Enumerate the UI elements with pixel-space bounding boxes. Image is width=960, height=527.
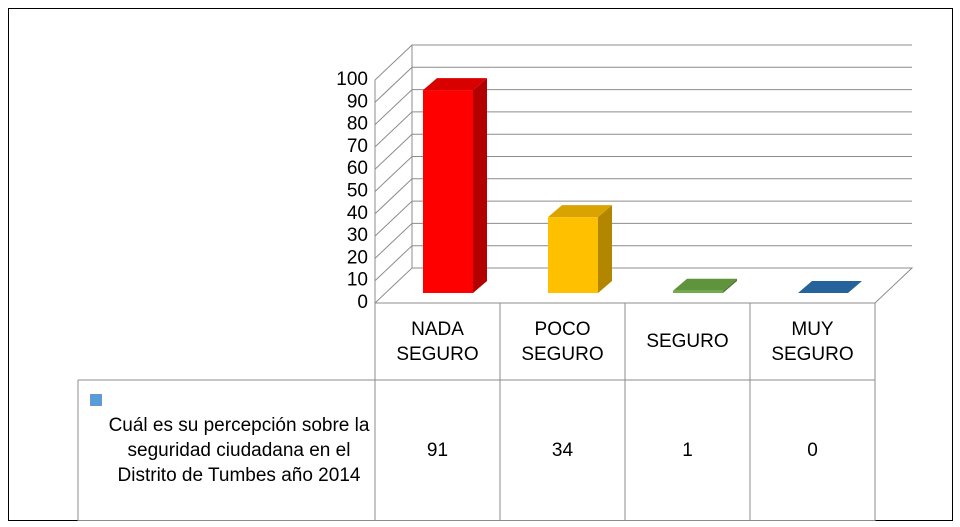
y-tick-label: 0	[357, 292, 368, 313]
y-tick-label: 70	[347, 136, 368, 157]
data-table-value-text: 1	[682, 440, 693, 461]
x-tick-label-text: SEGURO	[646, 331, 729, 352]
bar-front	[673, 290, 723, 293]
legend-marker	[90, 394, 102, 406]
x-tick-label: NADA SEGURO	[395, 303, 480, 380]
bar-side	[723, 278, 737, 293]
y-tick-label: 30	[347, 225, 368, 246]
x-tick-label: SEGURO	[645, 303, 730, 380]
y-tick-label: 100	[336, 69, 368, 90]
data-table-value-text: 91	[426, 440, 449, 461]
bar-top	[423, 78, 487, 91]
bar-top	[798, 281, 862, 293]
bar-top	[673, 278, 737, 291]
data-table-value: 34	[500, 380, 625, 521]
bar-front	[423, 90, 473, 293]
x-tick-label: MUY SEGURO	[770, 303, 855, 380]
y-tick-label: 50	[347, 181, 368, 202]
x-tick-label-text: POCO SEGURO	[521, 318, 604, 365]
data-table-value-text: 34	[551, 440, 574, 461]
y-tick-label: 80	[347, 114, 368, 135]
y-tick-label: 90	[347, 91, 368, 112]
y-tick-label: 40	[347, 203, 368, 224]
x-tick-label-text: NADA SEGURO	[396, 318, 479, 365]
y-tick-label: 10	[347, 270, 368, 291]
data-table-value: 1	[625, 380, 750, 521]
bar-side	[598, 205, 612, 293]
bar-top	[548, 205, 612, 218]
legend-entry: Cuál es su percepción sobre la seguridad…	[108, 384, 370, 517]
legend-entry-text: Cuál es su percepción sobre la seguridad…	[108, 415, 370, 486]
y-tick-label: 20	[347, 247, 368, 268]
bar-front	[548, 217, 598, 293]
y-tick-label: 60	[347, 158, 368, 179]
x-tick-label-text: MUY SEGURO	[771, 318, 854, 365]
bar-side	[473, 78, 487, 293]
data-table-value: 91	[375, 380, 500, 521]
data-table-value-text: 0	[807, 440, 818, 461]
data-table-value: 0	[750, 380, 875, 521]
x-tick-label: POCO SEGURO	[520, 303, 605, 380]
